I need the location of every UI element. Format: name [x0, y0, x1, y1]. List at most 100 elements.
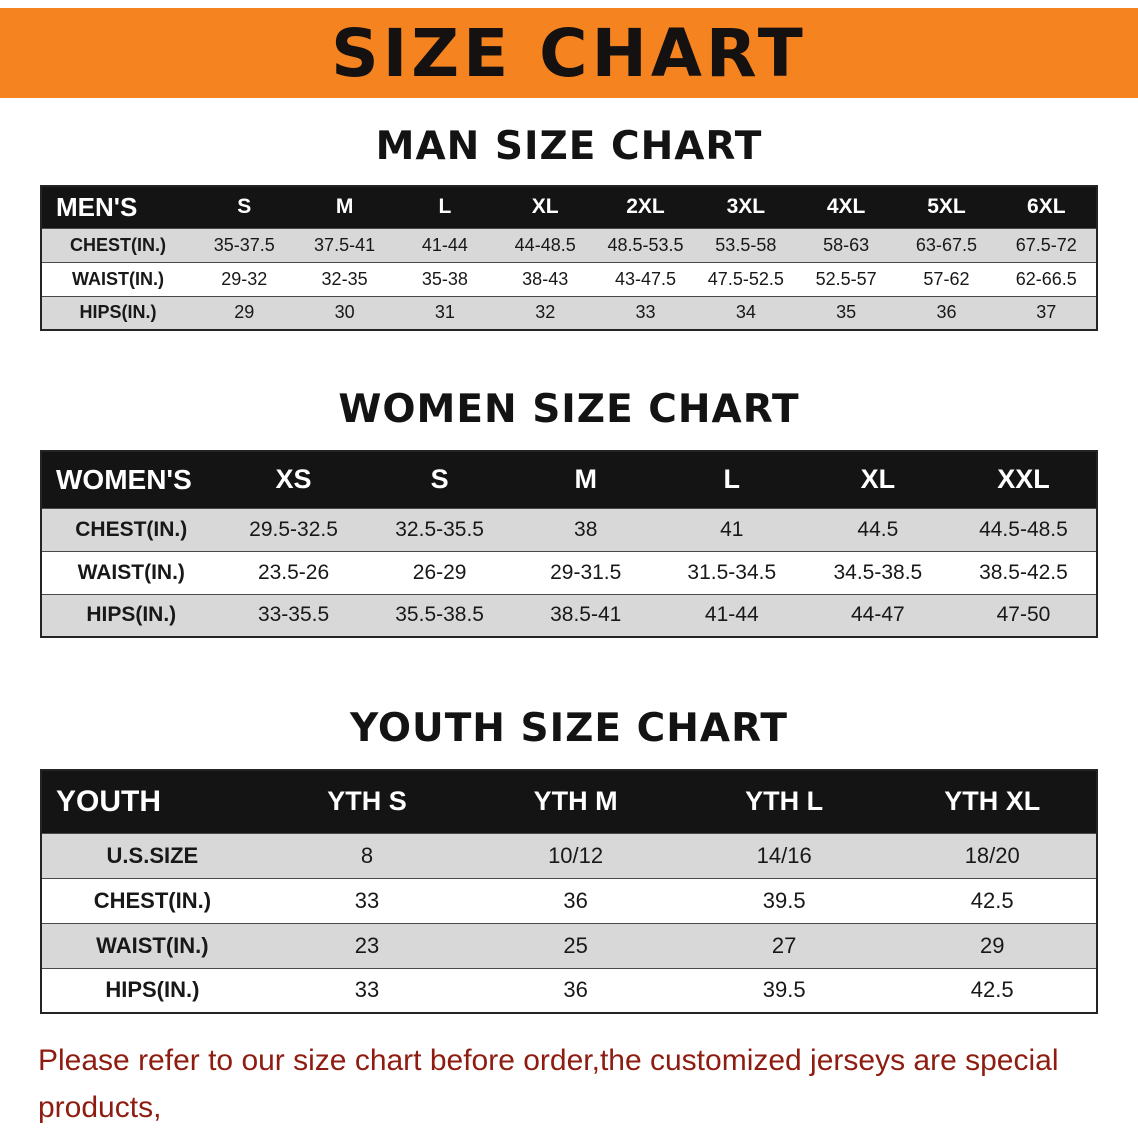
table-header-row: WOMEN'S XS S M L XL XXL — [41, 451, 1097, 508]
disclaimer-line-1: Please refer to our size chart before or… — [38, 1044, 1059, 1124]
banner-title: SIZE CHART — [331, 14, 807, 92]
size-column-header: M — [294, 186, 395, 228]
size-value: 41-44 — [421, 234, 468, 255]
table-row: U.S.SIZE 8 10/12 14/16 18/20 — [41, 833, 1097, 878]
disclaimer-note: Please refer to our size chart before or… — [38, 1038, 1138, 1132]
size-value: 44-47 — [851, 603, 905, 627]
size-value: 30 — [334, 302, 355, 323]
size-column-header: 2XL — [595, 186, 696, 228]
man-size-section: MAN SIZE CHART MEN'S S M L XL 2XL 3XL 4XL 5XL 6XL… — [0, 124, 1138, 331]
size-value: 52.5-57 — [815, 268, 877, 289]
row-label: WAIST(IN.) — [72, 268, 165, 289]
size-value: 29 — [234, 302, 255, 323]
size-value: 27 — [771, 932, 797, 958]
size-column-header: 5XL — [896, 186, 997, 228]
size-value: 38 — [574, 517, 598, 541]
size-value: 36 — [563, 887, 588, 913]
youth-size-section: YOUTH SIZE CHART YOUTH YTH S YTH M YTH L YTH… — [0, 706, 1138, 1014]
table-row: CHEST(IN.) 33 36 39.5 42.5 — [41, 878, 1097, 923]
table-row: HIPS(IN.) 33 36 39.5 42.5 — [41, 968, 1097, 1013]
size-chart-banner: SIZE CHART — [0, 8, 1138, 98]
size-value: 53.5-58 — [715, 234, 777, 255]
row-label: WAIST(IN.) — [77, 560, 185, 584]
size-value: 37.5-41 — [314, 234, 376, 255]
size-value: 18/20 — [964, 842, 1020, 868]
size-value: 39.5 — [762, 977, 806, 1003]
size-column-header: 6XL — [996, 186, 1097, 228]
man-size-table: MEN'S S M L XL 2XL 3XL 4XL 5XL 6XL CHEST(IN.) 35-37… — [40, 185, 1098, 331]
size-value: 38-43 — [522, 268, 569, 289]
size-column-header: YTH M — [471, 770, 680, 833]
size-value: 8 — [360, 842, 374, 868]
size-value: 10/12 — [548, 842, 604, 868]
size-column-header: YTH XL — [888, 770, 1097, 833]
table-header-row: YOUTH YTH S YTH M YTH L YTH XL — [41, 770, 1097, 833]
size-value: 57-62 — [923, 268, 970, 289]
women-size-chart-title: WOMEN SIZE CHART — [338, 387, 800, 432]
row-label: CHEST(IN.) — [70, 234, 167, 255]
women-size-table: WOMEN'S XS S M L XL XXL CHEST(IN.) 29.5-32.5 32.5… — [40, 450, 1098, 638]
size-column-header: XS — [220, 451, 367, 508]
size-value: 23.5-26 — [257, 560, 330, 584]
size-value: 35.5-38.5 — [395, 603, 484, 627]
row-label: HIPS(IN.) — [105, 977, 200, 1003]
youth-size-chart-title: YOUTH SIZE CHART — [350, 706, 788, 751]
man-size-chart-title: MAN SIZE CHART — [375, 124, 763, 169]
size-value: 58-63 — [823, 234, 870, 255]
size-value: 35-37.5 — [213, 234, 275, 255]
size-value: 32.5-35.5 — [395, 517, 484, 541]
row-label: HIPS(IN.) — [86, 603, 177, 627]
size-value: 25 — [563, 932, 588, 958]
table-header-row: MEN'S S M L XL 2XL 3XL 4XL 5XL 6XL — [41, 186, 1097, 228]
size-value: 38.5-41 — [550, 603, 622, 627]
table-row: HIPS(IN.) 29 30 31 32 33 34 35 36 37 — [41, 296, 1097, 330]
size-value: 33-35.5 — [257, 603, 330, 627]
size-value: 62-66.5 — [1015, 268, 1077, 289]
size-value: 33 — [354, 887, 380, 913]
size-value: 44.5 — [857, 517, 899, 541]
size-value: 37 — [1036, 302, 1057, 323]
size-value: 48.5-53.5 — [607, 234, 684, 255]
table-corner-label: YOUTH — [41, 770, 263, 833]
size-value: 67.5-72 — [1015, 234, 1077, 255]
size-value: 44.5-48.5 — [979, 517, 1068, 541]
size-value: 32 — [535, 302, 556, 323]
row-label: CHEST(IN.) — [75, 517, 188, 541]
size-value: 42.5 — [970, 887, 1014, 913]
size-value: 39.5 — [762, 887, 806, 913]
size-value: 36 — [936, 302, 957, 323]
size-value: 31 — [434, 302, 455, 323]
size-value: 33 — [354, 977, 380, 1003]
size-column-header: XL — [804, 451, 951, 508]
row-label: WAIST(IN.) — [96, 932, 209, 958]
table-row: CHEST(IN.) 35-37.5 37.5-41 41-44 44-48.5 48.5… — [41, 228, 1097, 262]
size-value: 34 — [735, 302, 756, 323]
size-value: 34.5-38.5 — [833, 560, 923, 584]
table-row: CHEST(IN.) 29.5-32.5 32.5-35.5 38 41 44.5 44.5… — [41, 508, 1097, 551]
size-value: 23 — [354, 932, 380, 958]
row-label: HIPS(IN.) — [79, 302, 157, 323]
table-row: WAIST(IN.) 23 25 27 29 — [41, 923, 1097, 968]
row-label: U.S.SIZE — [106, 842, 199, 868]
size-column-header: S — [194, 186, 295, 228]
size-value: 35 — [836, 302, 857, 323]
size-value: 47.5-52.5 — [707, 268, 784, 289]
size-value: 31.5-34.5 — [687, 560, 777, 584]
table-corner-label: WOMEN'S — [41, 451, 221, 508]
size-value: 47-50 — [996, 603, 1051, 627]
size-column-header: S — [366, 451, 513, 508]
women-size-section: WOMEN SIZE CHART WOMEN'S XS S M L XL XXL CHEST(… — [0, 387, 1138, 638]
size-value: 29-32 — [221, 268, 268, 289]
youth-size-table: YOUTH YTH S YTH M YTH L YTH XL U.S.SIZE 8 10/12… — [40, 769, 1098, 1014]
size-column-header: XL — [495, 186, 596, 228]
size-value: 44-48.5 — [514, 234, 576, 255]
size-column-header: YTH L — [679, 770, 889, 833]
table-row: WAIST(IN.) 29-32 32-35 35-38 38-43 43-47.5 47.… — [41, 262, 1097, 296]
size-value: 14/16 — [756, 842, 812, 868]
size-value: 43-47.5 — [614, 268, 677, 289]
size-value: 29-31.5 — [550, 560, 622, 584]
size-column-header: L — [394, 186, 496, 228]
size-value: 38.5-42.5 — [979, 560, 1068, 584]
size-value: 36 — [563, 977, 588, 1003]
table-corner-label: MEN'S — [41, 186, 195, 228]
